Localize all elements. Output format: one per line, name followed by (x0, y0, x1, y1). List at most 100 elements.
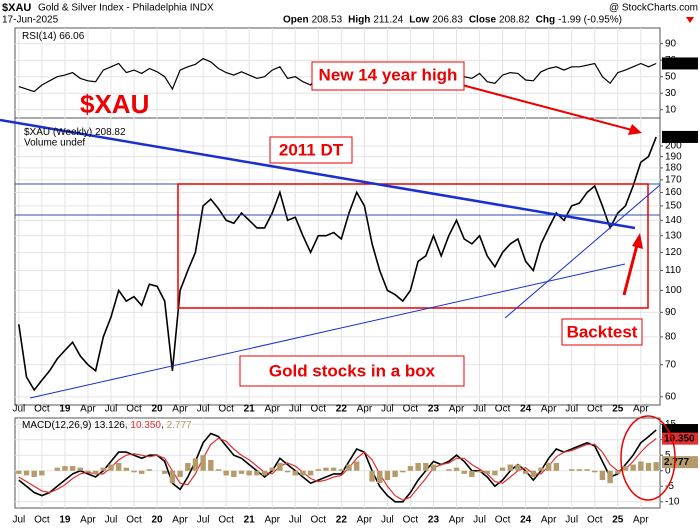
y-tick-label: -5 (665, 481, 674, 492)
y-tick-label: 70 (665, 359, 677, 370)
histogram-bar (292, 470, 298, 476)
x-tick-label: Oct (495, 515, 511, 526)
histogram-bar (69, 466, 76, 471)
x-tick-label: Apr (541, 404, 557, 415)
quote-value: -1.99 (-0.95%) (558, 15, 622, 26)
histogram-bar (323, 467, 329, 471)
legend-value: 208.82 (95, 127, 126, 138)
y-tick-label: 190 (665, 151, 682, 162)
histogram-bar (177, 470, 183, 477)
value-box (662, 130, 698, 143)
histogram-bar (400, 470, 406, 473)
histogram-bar (469, 470, 475, 477)
x-tick-label: Jul (565, 515, 578, 526)
source: @ StockCharts.com (609, 3, 698, 14)
x-tick-label: Apr (357, 404, 373, 415)
histogram-bar (592, 470, 598, 473)
legend: $XAU (Weekly) 208.82 (24, 127, 126, 138)
histogram-bar (92, 470, 99, 474)
y-tick-label: 140 (665, 215, 682, 226)
x-tick-label: Apr (633, 404, 649, 415)
histogram-bar (85, 470, 91, 473)
y-tick-label: 30 (665, 88, 677, 99)
y-tick-label: 160 (665, 187, 682, 198)
histogram-bar (192, 458, 199, 471)
histogram-bar (185, 463, 191, 471)
histogram-bar (461, 470, 467, 474)
histogram-bar (407, 466, 414, 471)
histogram-bar (208, 459, 214, 471)
x-tick-label: Apr (172, 515, 188, 526)
x-tick-label: Jul (105, 515, 118, 526)
price-panel (14, 117, 661, 406)
down-arrow (686, 17, 694, 23)
x-tick-label: Jul (381, 515, 394, 526)
histogram-bar (123, 467, 130, 471)
x-tick-label: Jul (381, 404, 394, 415)
histogram-bar (553, 463, 560, 471)
histogram-bar (246, 470, 252, 476)
histogram-bar (139, 470, 145, 474)
histogram-bar (277, 463, 283, 471)
y-tick-label: 110 (665, 265, 681, 276)
x-tick-label: Apr (172, 404, 188, 415)
x-tick-label: 24 (520, 404, 532, 415)
histogram-bar (645, 463, 652, 471)
quote-label: Low (409, 15, 429, 26)
quote-label: Open (283, 15, 309, 26)
series-line (18, 136, 657, 392)
label-box (311, 61, 465, 91)
histogram-bar (622, 466, 629, 471)
x-tick-label: Oct (587, 404, 603, 415)
histogram-bar (108, 464, 114, 471)
y-tick-label: 50 (665, 71, 677, 82)
x-tick-label: Apr (264, 404, 280, 415)
x-tick-label: Oct (403, 515, 419, 526)
histogram-bar (576, 469, 583, 471)
histogram-bar (538, 467, 544, 471)
x-tick-label: Jul (473, 515, 486, 526)
value-box (662, 57, 698, 70)
y-tick-label: 5 (665, 450, 671, 461)
x-tick-label: Oct (311, 515, 327, 526)
downtrend-line (0, 118, 636, 230)
histogram-bar (346, 464, 352, 471)
arrow (461, 84, 633, 131)
quote-label: High (348, 15, 370, 26)
quote-value: 211.24 (373, 15, 403, 26)
x-tick-label: 23 (428, 404, 440, 415)
histogram-bar (238, 470, 245, 474)
histogram-bar (39, 470, 45, 476)
histogram-bar (484, 470, 490, 474)
histogram-bar (23, 470, 30, 476)
histogram-bar (492, 470, 498, 476)
histogram-bar (415, 463, 421, 471)
x-tick-label: Jul (197, 515, 210, 526)
annotation: Backtest (567, 322, 638, 341)
quote-value: 208.82 (499, 15, 530, 26)
uptrend-line (504, 184, 661, 319)
x-tick-label: Oct (34, 515, 50, 526)
x-tick-label: Jul (105, 404, 118, 415)
x-tick-label: 22 (336, 404, 348, 415)
value-label: 2.777 (664, 457, 689, 468)
x-tick-label: Apr (264, 515, 280, 526)
x-tick-label: Apr (449, 404, 465, 415)
x-tick-label: 25 (612, 404, 624, 415)
uptrend-line (29, 263, 626, 399)
y-tick-label: 100 (665, 285, 682, 296)
x-tick-label: 22 (336, 515, 348, 526)
x-tick-label: Oct (218, 515, 234, 526)
annotation: Gold stocks in a box (269, 361, 436, 380)
histogram-bar (261, 470, 268, 476)
y-tick-label: 200 (665, 141, 682, 152)
histogram-bar (131, 470, 137, 473)
y-tick-label: 10 (665, 104, 677, 115)
histogram-bar (423, 463, 429, 471)
y-tick-label: 60 (665, 391, 677, 402)
histogram-bar (254, 470, 260, 476)
histogram-bar (354, 461, 360, 471)
label-box (269, 136, 353, 164)
value-label: 208.82 (664, 132, 695, 143)
annotation: New 14 year high (319, 65, 458, 84)
